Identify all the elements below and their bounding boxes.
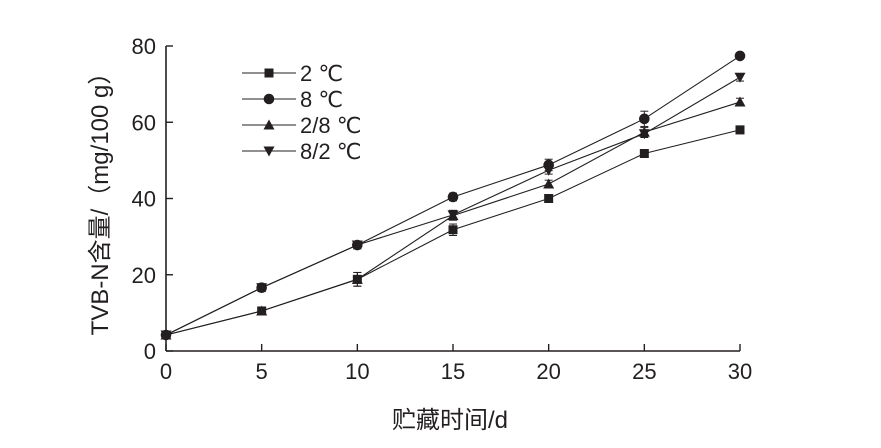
data-point	[543, 178, 555, 189]
y-tick-label: 40	[132, 187, 156, 212]
x-tick-label: 30	[728, 359, 752, 384]
series-line	[165, 76, 741, 336]
data-point	[351, 240, 363, 251]
x-tick-label: 15	[441, 359, 465, 384]
legend-marker	[263, 93, 275, 105]
data-point	[639, 113, 650, 125]
legend-label: 8 ℃	[300, 87, 343, 112]
data-point	[638, 129, 650, 140]
legend-marker	[263, 146, 275, 157]
legend-marker	[264, 68, 274, 78]
data-point	[160, 330, 172, 341]
y-tick-label: 60	[132, 110, 156, 135]
data-point	[351, 273, 363, 284]
data-point	[543, 165, 555, 176]
legend-entry: 8/2 ℃	[242, 139, 361, 164]
series-square	[161, 125, 745, 340]
x-tick-label: 10	[345, 359, 369, 384]
data-point	[256, 283, 268, 294]
y-tick-label: 20	[132, 263, 156, 288]
x-tick-label: 25	[632, 359, 656, 384]
series-triangle-down	[160, 72, 746, 341]
x-axis-title: 贮藏时间/d	[392, 407, 508, 434]
legend-label: 2 ℃	[300, 61, 343, 86]
data-point	[639, 149, 649, 159]
data-point	[448, 225, 458, 235]
data-point	[735, 125, 745, 135]
legend-entry: 8 ℃	[242, 87, 343, 112]
data-point	[734, 50, 746, 62]
legend-entry: 2 ℃	[242, 61, 343, 86]
data-point	[734, 96, 746, 107]
legend-marker	[263, 119, 275, 130]
data-point	[447, 210, 459, 221]
series-lines	[160, 50, 746, 341]
y-tick-label: 80	[132, 34, 156, 59]
data-point	[447, 191, 459, 203]
series-circle	[160, 50, 746, 341]
data-point	[256, 305, 268, 316]
legend: 2 ℃8 ℃2/8 ℃8/2 ℃	[242, 61, 361, 164]
x-tick-label: 0	[160, 359, 172, 384]
data-point	[734, 72, 746, 83]
legend-label: 2/8 ℃	[300, 113, 361, 138]
tick-marks: 0 5 10 15 20 25 30 0 20 40 60 80	[132, 34, 753, 384]
y-tick-label: 0	[144, 339, 156, 364]
x-tick-label: 5	[256, 359, 268, 384]
legend-label: 8/2 ℃	[300, 139, 361, 164]
x-tick-label: 20	[536, 359, 560, 384]
y-axis-title: TVB-N含量/（mg/100 g）	[87, 61, 114, 336]
data-point	[544, 194, 554, 203]
legend-entry: 2/8 ℃	[242, 113, 361, 138]
